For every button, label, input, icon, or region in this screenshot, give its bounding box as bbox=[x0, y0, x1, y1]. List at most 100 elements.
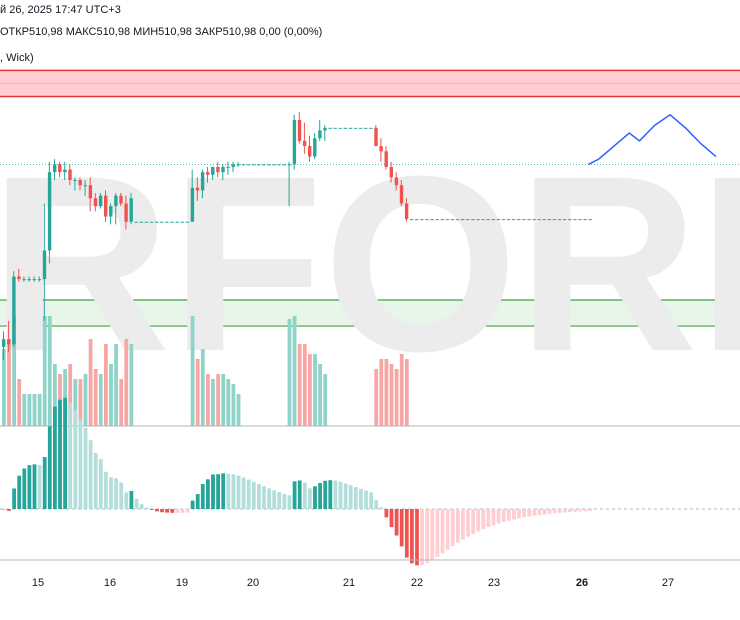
candle bbox=[241, 164, 246, 166]
candle-body bbox=[251, 164, 256, 166]
candle bbox=[170, 221, 174, 223]
candle-body bbox=[415, 219, 419, 221]
oscillator-bar bbox=[155, 509, 159, 512]
candle bbox=[512, 219, 516, 221]
oscillator-bar bbox=[369, 492, 373, 509]
candle bbox=[583, 219, 587, 221]
candle bbox=[2, 331, 6, 360]
oscillator-bar bbox=[323, 480, 328, 509]
candle-body bbox=[308, 146, 312, 157]
candle bbox=[221, 164, 225, 180]
oscillator-bar bbox=[257, 484, 261, 509]
oscillator-bar bbox=[129, 491, 134, 509]
candle bbox=[404, 198, 409, 222]
candle-body bbox=[68, 169, 72, 180]
candle bbox=[471, 219, 475, 221]
watermark-layer: RFOREX. bbox=[0, 124, 740, 403]
candle-body bbox=[175, 221, 179, 223]
oscillator-bar bbox=[272, 490, 277, 509]
oscillator-bar bbox=[415, 509, 419, 566]
candle-body bbox=[88, 185, 93, 199]
candle bbox=[517, 219, 521, 221]
volume-bar bbox=[379, 359, 384, 426]
oscillator-bar bbox=[578, 509, 583, 512]
candle-body bbox=[53, 164, 57, 173]
candle-body bbox=[583, 219, 587, 221]
oscillator-bar bbox=[404, 509, 409, 558]
candle bbox=[435, 219, 439, 221]
candle bbox=[63, 161, 67, 180]
candle-body bbox=[277, 164, 281, 166]
oscillator-bar bbox=[353, 487, 358, 509]
oscillator-bar bbox=[109, 477, 113, 509]
oscillator-bar bbox=[491, 509, 496, 526]
candle-body bbox=[563, 219, 567, 221]
oscillator-bar bbox=[63, 397, 67, 509]
volume-bar bbox=[200, 349, 205, 426]
candle-body bbox=[578, 219, 582, 221]
candle bbox=[109, 203, 113, 225]
candle-body bbox=[532, 219, 536, 221]
candle-body bbox=[369, 127, 373, 129]
candle-body bbox=[522, 219, 526, 221]
candle bbox=[211, 166, 215, 180]
candle bbox=[226, 161, 230, 175]
oscillator-bar bbox=[78, 419, 83, 509]
candle-body bbox=[318, 130, 322, 139]
oscillator-bar bbox=[537, 509, 542, 516]
candle-body bbox=[124, 203, 128, 222]
oscillator-bar bbox=[496, 509, 501, 524]
candle-body bbox=[241, 164, 246, 166]
candle bbox=[17, 268, 21, 282]
candle bbox=[353, 127, 358, 129]
candle-body bbox=[83, 185, 87, 187]
candle bbox=[328, 127, 332, 129]
candle bbox=[165, 221, 169, 223]
candle-body bbox=[389, 166, 393, 178]
oscillator-bar bbox=[338, 481, 343, 509]
volume-bar bbox=[389, 364, 394, 426]
oscillator-bar bbox=[583, 509, 588, 512]
candle-body bbox=[63, 169, 67, 173]
candle-body bbox=[374, 127, 378, 147]
oscillator-bar bbox=[547, 509, 552, 514]
oscillator-bar bbox=[343, 483, 348, 509]
candle bbox=[47, 161, 52, 264]
volume-bar bbox=[318, 364, 322, 426]
volume-bar bbox=[78, 379, 83, 426]
oscillator-bar bbox=[573, 509, 577, 512]
candle bbox=[262, 164, 266, 166]
oscillator-bar bbox=[455, 509, 460, 543]
volume-bar bbox=[297, 344, 302, 426]
oscillator-bar bbox=[206, 479, 210, 509]
candle-body bbox=[394, 177, 399, 186]
candle bbox=[149, 221, 154, 223]
oscillator-bar bbox=[114, 478, 118, 509]
candle bbox=[501, 219, 506, 221]
oscillator-bar bbox=[98, 459, 103, 509]
oscillator-bar bbox=[58, 399, 62, 509]
oscillator-bar bbox=[435, 509, 440, 557]
candle bbox=[486, 219, 490, 221]
volume-bar bbox=[22, 394, 27, 426]
candle-body bbox=[440, 219, 444, 221]
candle bbox=[246, 164, 251, 166]
oscillator-bar bbox=[430, 509, 435, 561]
oscillator-bar bbox=[88, 440, 93, 509]
candle bbox=[476, 219, 480, 221]
candle bbox=[547, 219, 552, 221]
candle-body bbox=[313, 138, 317, 157]
oscillator-bar bbox=[180, 509, 185, 513]
candle-body bbox=[37, 279, 42, 281]
oscillator-bar bbox=[527, 509, 532, 517]
candle-body bbox=[297, 120, 302, 141]
candle bbox=[155, 221, 159, 223]
candle-body bbox=[211, 166, 215, 175]
candle-body bbox=[359, 127, 363, 129]
candles-layer bbox=[2, 112, 592, 360]
candle bbox=[481, 219, 485, 221]
volume-bar bbox=[7, 344, 11, 426]
candle-body bbox=[501, 219, 506, 221]
candle bbox=[139, 221, 144, 223]
